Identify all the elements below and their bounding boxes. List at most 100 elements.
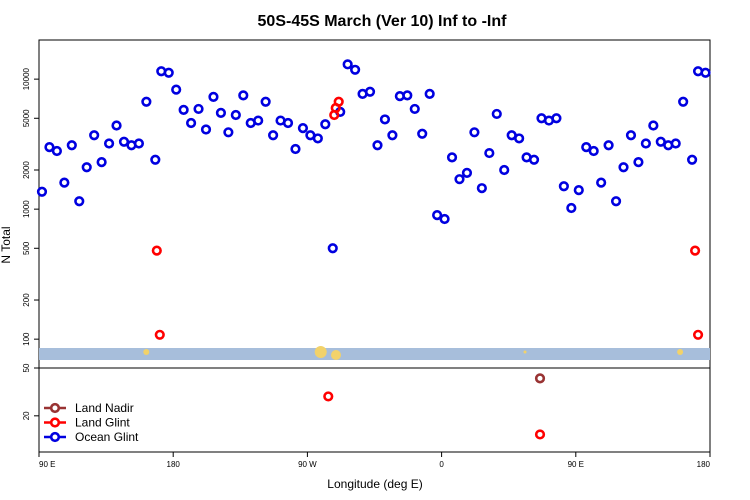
data-point [151, 245, 162, 256]
data-point [670, 138, 681, 149]
data-point [223, 127, 234, 138]
data-point [558, 181, 569, 192]
x-tick-label: 0 [439, 460, 444, 469]
data-point [185, 117, 197, 129]
main-band [39, 348, 710, 360]
main-y-tick-label: 100 [22, 332, 31, 346]
data-point [625, 130, 637, 141]
x-tick-label: 90 W [298, 460, 317, 469]
data-point [66, 140, 77, 151]
data-point [454, 174, 465, 185]
main-y-tick-label: 10000 [22, 67, 31, 90]
data-point [528, 154, 540, 165]
data-point [290, 143, 301, 155]
data-point [689, 245, 701, 256]
data-point [215, 107, 227, 118]
data-point [387, 130, 398, 141]
data-point [253, 115, 264, 126]
data-point [409, 103, 420, 115]
data-point [648, 120, 659, 131]
data-point [588, 145, 599, 157]
main-y-tick-label: 500 [22, 241, 31, 255]
x-tick-label: 180 [697, 460, 711, 469]
data-point [260, 96, 271, 107]
legend-marker [49, 431, 61, 443]
legend-marker [49, 402, 61, 414]
data-point [111, 120, 122, 131]
data-point [51, 145, 62, 157]
sub-series-land-nadir [534, 373, 546, 384]
data-point [350, 64, 361, 75]
data-point [103, 138, 115, 149]
sub-y-tick-label: 50 [22, 363, 31, 372]
main-panel: 100 200 500 1000 2000 5000 10000 [22, 39, 711, 369]
band-marker [331, 350, 341, 360]
x-tick-label: 90 E [39, 460, 55, 469]
data-point [327, 243, 338, 254]
data-point [534, 373, 546, 384]
data-point [581, 142, 592, 153]
band-marker [523, 350, 527, 354]
data-point [484, 147, 495, 159]
data-point [320, 119, 331, 130]
y-axis-title: N Total [0, 226, 13, 263]
data-point [596, 177, 607, 188]
sub-y-tick-label: 20 [22, 411, 31, 420]
series-ocean-glint [36, 59, 711, 254]
data-point [514, 133, 525, 144]
legend-entry: Ocean Glint [44, 430, 139, 444]
data-point [81, 162, 92, 173]
data-point [208, 91, 219, 103]
band-marker [143, 349, 150, 355]
main-y-tick-label: 5000 [22, 109, 31, 127]
data-point [96, 157, 107, 168]
chart-title: 50S-45S March (Ver 10) Inf to -Inf [258, 13, 508, 30]
data-point [178, 104, 189, 115]
data-point [379, 114, 391, 125]
data-point [372, 140, 383, 151]
main-y-tick-label: 200 [22, 293, 31, 307]
sub-plot-frame [38, 367, 711, 453]
data-point [551, 113, 562, 124]
data-point [141, 96, 152, 107]
data-point [238, 90, 249, 101]
data-point [573, 185, 584, 196]
data-point [476, 183, 487, 194]
main-y-tick-label: 1000 [22, 200, 31, 218]
main-y-tick-label: 2000 [22, 161, 31, 179]
legend-label: Land Glint [75, 416, 130, 430]
data-point [491, 108, 502, 120]
series-land-glint [151, 96, 704, 340]
data-point [133, 138, 145, 149]
data-point [342, 59, 353, 70]
data-point [323, 391, 334, 402]
legend-label: Ocean Glint [75, 430, 139, 444]
x-axis: 90 E 180 90 W 0 90 E 180 [38, 452, 711, 469]
data-point [692, 329, 704, 340]
data-point [59, 177, 70, 188]
data-point [36, 186, 48, 197]
data-point [312, 133, 323, 144]
data-point [469, 127, 480, 138]
data-point [268, 130, 279, 141]
data-point [640, 138, 651, 149]
data-point [432, 209, 443, 221]
sub-series-land-glint [323, 391, 546, 440]
data-point [163, 67, 174, 78]
data-point [633, 157, 644, 168]
data-point [439, 213, 450, 225]
x-tick-label: 180 [167, 460, 181, 469]
data-point [333, 96, 344, 107]
data-point [687, 154, 698, 165]
data-point [150, 154, 161, 165]
data-point [618, 162, 629, 173]
data-point [297, 123, 309, 134]
x-axis-title: Longitude (deg E) [327, 477, 422, 491]
data-point [446, 152, 458, 163]
data-point [230, 109, 241, 121]
data-point [171, 84, 182, 95]
data-point [44, 142, 55, 153]
